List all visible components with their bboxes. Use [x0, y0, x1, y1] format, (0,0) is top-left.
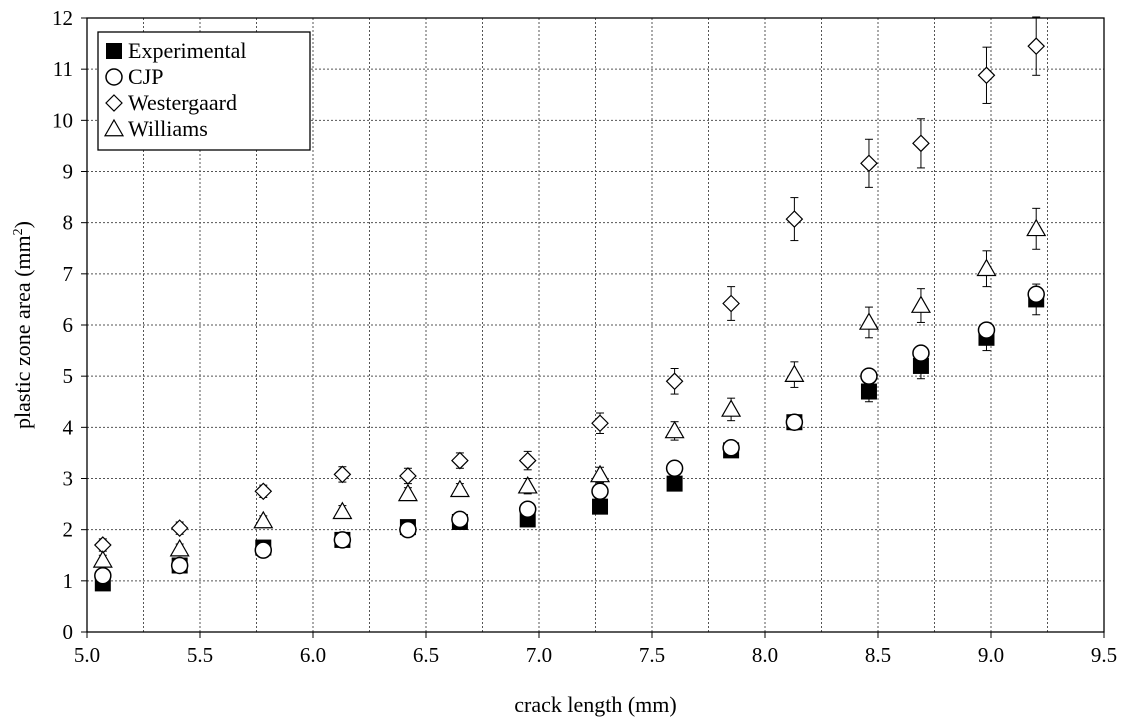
williams-point	[517, 475, 538, 494]
experimental-point	[912, 357, 929, 374]
cjp-point	[860, 367, 878, 385]
williams-point	[976, 258, 997, 277]
legend-label-williams: Williams	[128, 116, 208, 141]
data-markers	[92, 37, 1047, 592]
cjp-point	[1027, 285, 1045, 304]
y-tick-label: 5	[63, 364, 74, 388]
westergaard-point	[665, 372, 684, 391]
experimental-point	[592, 498, 609, 515]
cjp-point	[518, 500, 537, 518]
x-tick-label: 7.5	[639, 643, 665, 667]
williams-point	[1026, 218, 1047, 237]
y-axis-title-close: )	[10, 221, 35, 228]
y-tick-label: 7	[63, 262, 74, 286]
legend-marker-westergaard	[105, 94, 123, 112]
y-tick-label: 12	[52, 6, 73, 30]
y-tick-label: 1	[63, 569, 74, 593]
legend-item-cjp: CJP	[105, 64, 163, 89]
williams-point	[910, 295, 931, 313]
williams-point	[397, 483, 418, 502]
x-axis-title: crack length (mm)	[514, 692, 677, 717]
cjp-point	[977, 321, 996, 339]
experimental-point	[860, 383, 877, 400]
x-tick-label: 6.0	[300, 643, 326, 667]
x-tick-label: 5.0	[74, 643, 100, 667]
cjp-point	[785, 413, 804, 431]
cjp-point	[591, 482, 609, 501]
cjp-point	[912, 344, 930, 362]
cjp-point	[665, 459, 684, 478]
westergaard-point	[170, 519, 189, 537]
x-tick-label: 8.5	[865, 643, 891, 667]
westergaard-point	[333, 465, 352, 484]
williams-point	[332, 501, 353, 520]
x-tick-label: 9.0	[978, 643, 1004, 667]
y-tick-label: 8	[63, 211, 74, 235]
westergaard-point	[254, 482, 273, 501]
y-tick-label: 9	[63, 160, 74, 184]
williams-point	[449, 479, 470, 498]
y-tick-label: 4	[63, 415, 74, 439]
y-tick-label: 6	[63, 313, 74, 337]
cjp-point	[170, 556, 189, 575]
williams-point	[664, 420, 685, 439]
x-tick-label: 9.5	[1091, 643, 1117, 667]
westergaard-point	[785, 210, 804, 228]
legend-item-experimental: Experimental	[106, 38, 247, 63]
cjp-point	[451, 510, 469, 529]
westergaard-point	[451, 451, 469, 470]
williams-point	[784, 364, 805, 382]
y-axis-title: plastic zone area (mm2)	[10, 221, 35, 429]
cjp-point	[254, 541, 273, 559]
legend-marker-williams	[103, 118, 125, 137]
westergaard-point	[518, 451, 537, 470]
x-tick-label: 6.5	[413, 643, 439, 667]
westergaard-point	[912, 134, 930, 153]
experimental-point	[666, 475, 683, 492]
plot-frame	[86, 17, 1105, 633]
x-tick-label: 7.0	[526, 643, 552, 667]
williams-point	[721, 399, 742, 417]
cjp-point	[94, 566, 112, 585]
westergaard-point	[860, 154, 878, 173]
legend-box	[97, 31, 311, 151]
legend-marker-experimental	[106, 43, 122, 59]
westergaard-point	[977, 66, 996, 85]
legend-item-williams: Williams	[103, 116, 208, 141]
westergaard-point	[591, 414, 609, 433]
westergaard-point	[722, 294, 740, 313]
cjp-point	[722, 439, 740, 457]
legend-marker-cjp	[105, 68, 123, 86]
williams-point	[253, 510, 274, 529]
legend-label-experimental: Experimental	[128, 38, 247, 63]
y-axis-title-main: plastic zone area (mm	[10, 235, 35, 429]
cjp-point	[399, 520, 417, 539]
x-axis-tick-labels: 5.0 5.5 6.0 6.5 7.0 7.5 8.0 8.5 9.0 9.5	[74, 643, 1117, 667]
x-tick-label: 8.0	[752, 643, 778, 667]
williams-point	[92, 550, 113, 568]
legend-label-westergaard: Westergaard	[128, 90, 237, 115]
westergaard-point	[1027, 37, 1046, 55]
legend-item-westergaard: Westergaard	[105, 90, 237, 115]
williams-point	[589, 464, 611, 483]
y-tick-label: 0	[63, 620, 74, 644]
y-tick-label: 2	[63, 518, 74, 542]
williams-point	[858, 312, 879, 330]
y-tick-label: 11	[53, 57, 73, 81]
y-axis-title-superscript: 2	[11, 228, 26, 235]
williams-point	[169, 538, 190, 557]
legend-label-cjp: CJP	[128, 64, 163, 89]
cjp-point	[333, 531, 352, 549]
y-tick-label: 3	[63, 467, 74, 491]
x-tick-label: 5.5	[187, 643, 213, 667]
westergaard-point	[399, 467, 417, 485]
y-tick-label: 10	[52, 108, 73, 132]
